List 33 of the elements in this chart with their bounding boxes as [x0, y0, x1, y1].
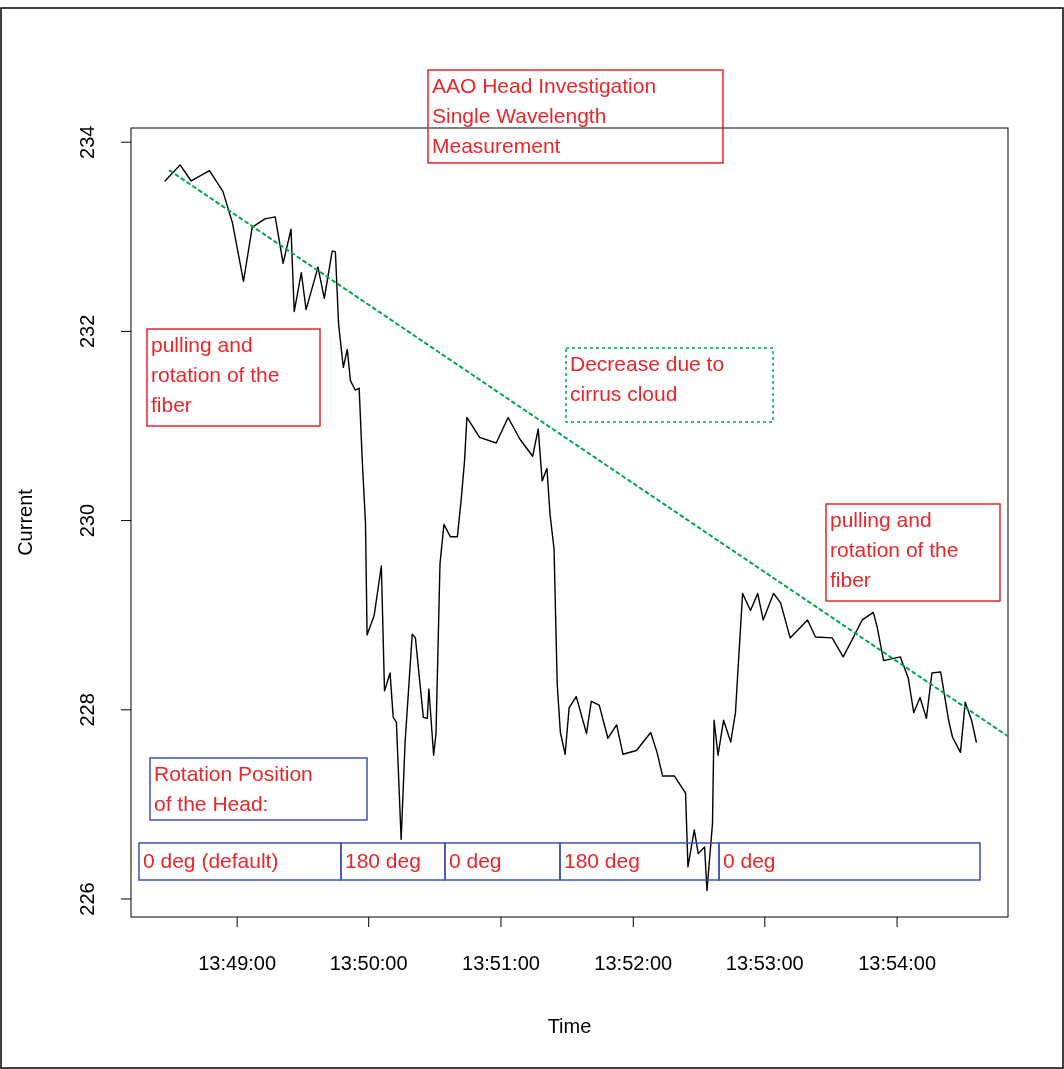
annotation: 180 deg — [345, 849, 421, 872]
annotation: 0 deg — [723, 849, 776, 872]
y-tick-label: 234 — [76, 125, 98, 159]
x-tick-label: 13:51:00 — [462, 952, 540, 974]
title-box: AAO Head Investigation Single Wavelength Measurement — [427, 69, 724, 164]
x-tick-label: 13:54:00 — [858, 952, 937, 974]
chart-title: AAO Head Investigation Single Wavelength Measurement — [432, 74, 657, 157]
x-tick-label: 13:50:00 — [329, 952, 408, 974]
annotation: 0 deg — [449, 849, 502, 872]
note-box: pulling and rotation of the fiber — [825, 503, 1001, 602]
annotation: Rotation Position of the Head: — [154, 762, 313, 815]
note-box: pulling and rotation of the fiber — [146, 328, 321, 427]
annotation: 180 deg — [564, 849, 640, 872]
x-axis-title: Time — [547, 1015, 592, 1037]
note-box: Decrease due to cirrus cloud — [565, 347, 774, 423]
x-tick-label: 13:49:00 — [198, 952, 277, 974]
x-tick-label: 13:53:00 — [725, 952, 804, 974]
y-tick-label: 230 — [76, 503, 98, 538]
note-box: 0 deg (default) — [138, 842, 342, 881]
note-box: 180 deg — [340, 842, 446, 881]
note-box: 180 deg — [559, 842, 720, 881]
x-tick-label: 13:52:00 — [594, 952, 673, 974]
y-tick-label: 232 — [76, 314, 98, 349]
note-box: 0 deg — [718, 842, 981, 881]
annotation: pulling and rotation of the fiber — [830, 508, 959, 591]
y-tick-label: 226 — [76, 882, 98, 916]
annotation: 0 deg (default) — [143, 849, 279, 872]
annotation: Decrease due to cirrus cloud — [570, 352, 725, 405]
note-box: 0 deg — [444, 842, 561, 881]
y-tick-label: 228 — [76, 693, 98, 727]
annotation: pulling and rotation of the fiber — [151, 333, 280, 416]
note-box: Rotation Position of the Head: — [149, 757, 368, 821]
y-axis-title: Current — [14, 488, 36, 556]
